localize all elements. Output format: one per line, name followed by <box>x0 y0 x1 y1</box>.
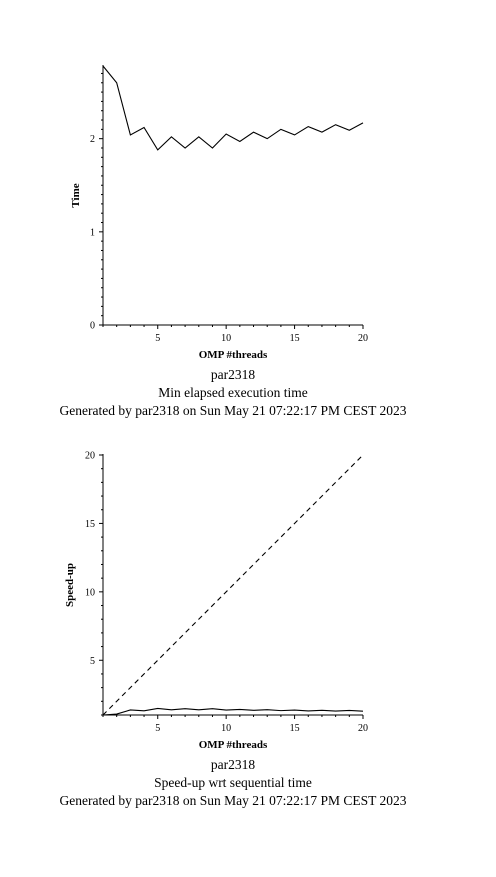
caption-1-host: par2318 <box>210 367 256 382</box>
caption-2-generated: Generated by par2318 on Sun May 21 07:22… <box>59 793 407 808</box>
x-tick-label: 5 <box>155 333 160 344</box>
chart-speed-up: 5 10 15 20 5 10 15 20 OMP #threads Speed-up <box>64 451 368 752</box>
x-axis-label: OMP #threads <box>199 739 268 751</box>
y-tick-label: 20 <box>85 451 95 462</box>
y-axis-label: Speed-up <box>64 563 76 607</box>
series-line <box>102 707 364 716</box>
caption-2-host: par2318 <box>210 757 256 772</box>
x-tick-label: 5 <box>155 723 160 734</box>
x-tick-label: 15 <box>290 723 300 734</box>
chart-min-elapsed-time: 5 10 15 20 0 1 2 OMP #threads Time <box>70 65 368 361</box>
y-tick-label: 1 <box>90 227 95 238</box>
y-tick-label: 15 <box>85 519 95 530</box>
ideal-speedup-line <box>102 454 364 716</box>
x-axis-label: OMP #threads <box>199 349 268 361</box>
caption-1-title: Min elapsed execution time <box>158 385 308 400</box>
y-tick-label: 10 <box>85 587 95 598</box>
x-tick-label: 15 <box>290 333 300 344</box>
y-tick-label: 2 <box>90 134 95 145</box>
x-tick-label: 10 <box>221 333 231 344</box>
series-line <box>102 65 364 151</box>
x-tick-label: 10 <box>221 723 231 734</box>
y-tick-label: 0 <box>90 321 95 332</box>
caption-2-title: Speed-up wrt sequential time <box>154 775 312 790</box>
x-tick-label: 20 <box>358 723 368 734</box>
y-tick-label: 5 <box>90 656 95 667</box>
caption-1-generated: Generated by par2318 on Sun May 21 07:22… <box>59 403 407 418</box>
y-axis-label: Time <box>70 183 82 207</box>
x-tick-label: 20 <box>358 333 368 344</box>
